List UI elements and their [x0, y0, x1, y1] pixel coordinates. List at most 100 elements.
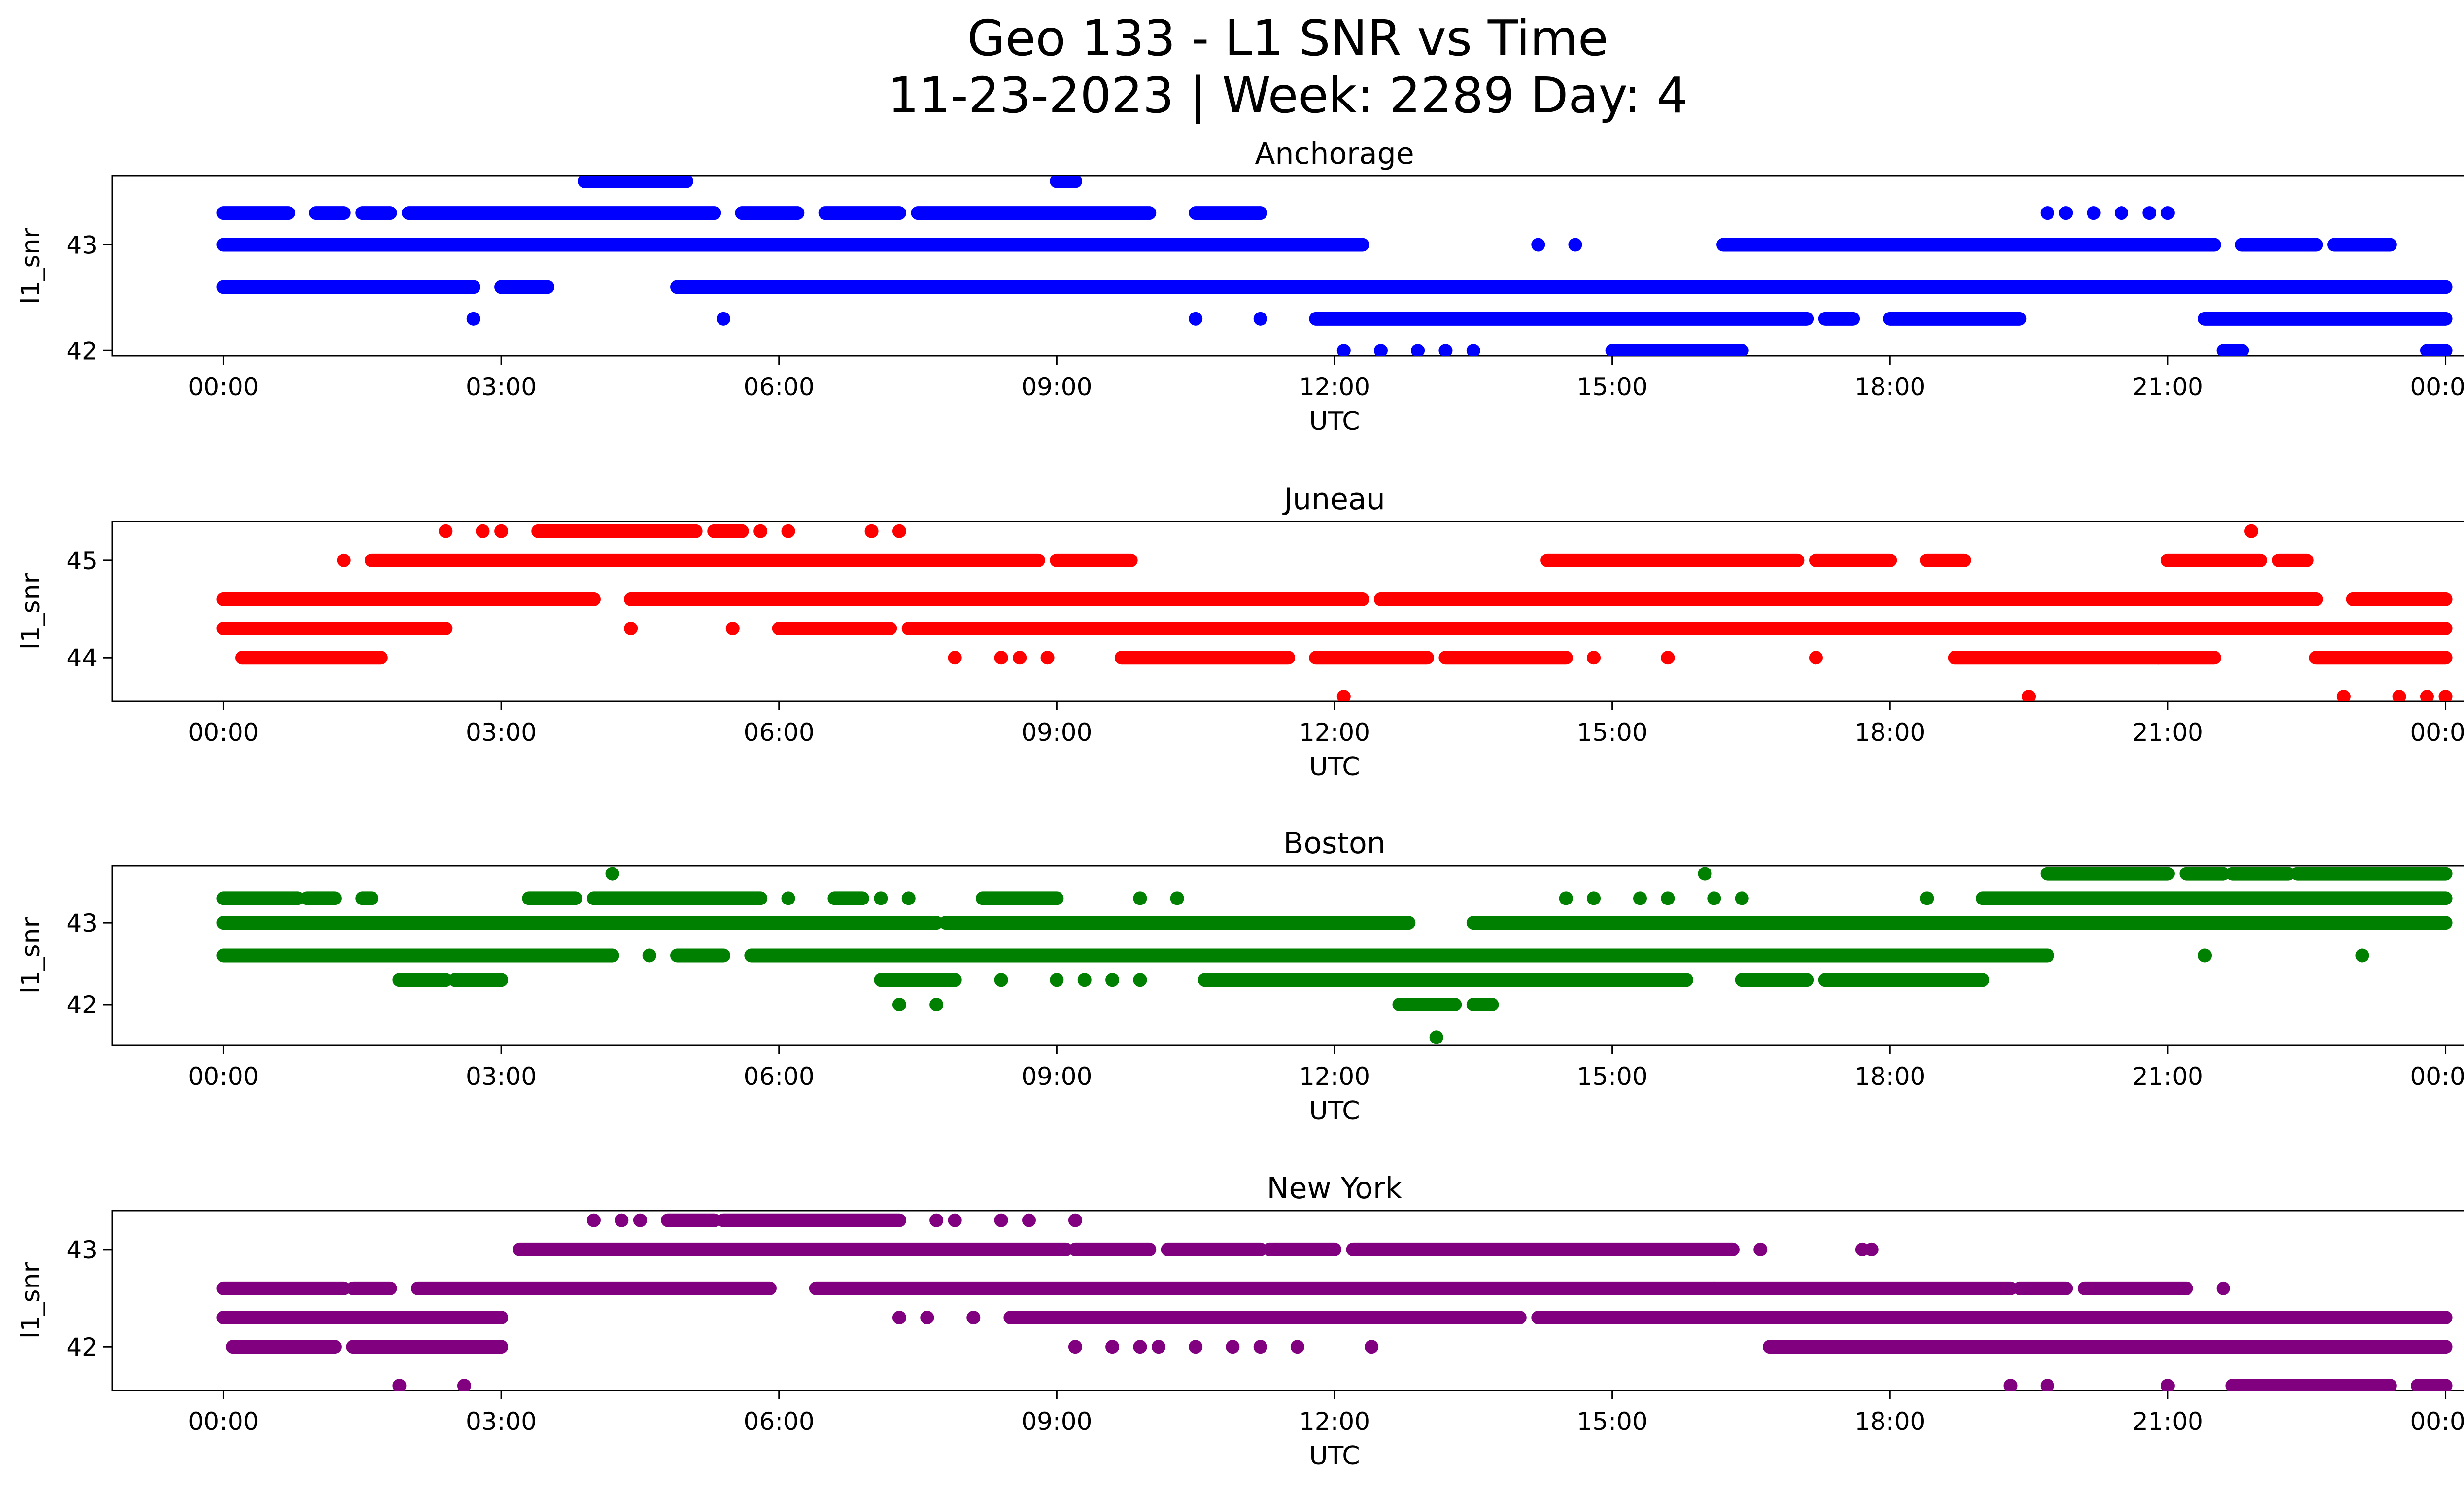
data-point	[2420, 690, 2434, 701]
x-tick-label: 06:00	[744, 373, 815, 401]
subplot-3: New York 00:00 03:00 06:00 09:00 12:00 15:00 18…	[16, 1171, 2464, 1471]
plot-area	[111, 175, 2464, 357]
data-point	[466, 312, 480, 326]
x-tick-label: 06:00	[744, 1062, 815, 1091]
x-tick-label: 15:00	[1577, 373, 1648, 401]
data-point	[1170, 891, 1184, 905]
data-point	[929, 998, 944, 1012]
data-point	[1050, 973, 1064, 987]
data-point	[2438, 690, 2453, 701]
data-point	[901, 891, 916, 905]
data-point	[1438, 344, 1453, 356]
y-tick-label: 42	[66, 337, 98, 365]
y-axis-label: l1_snr	[16, 227, 46, 304]
data-point	[1568, 238, 1582, 252]
data-point	[781, 524, 795, 538]
data-point	[2198, 948, 2212, 963]
data-point	[1466, 344, 1480, 356]
x-tick-label: 12:00	[1299, 1062, 1370, 1091]
data-point	[920, 1311, 934, 1325]
data-point	[586, 1213, 601, 1227]
data-point	[476, 524, 490, 538]
data-point	[966, 1311, 981, 1325]
data-point	[1253, 312, 1267, 326]
data-point	[2003, 1379, 2018, 1391]
data-point	[717, 312, 730, 326]
data-point	[605, 867, 619, 881]
data-point	[1290, 1340, 1304, 1354]
x-axis-label: UTC	[1309, 1441, 1360, 1471]
subplot-2: Boston 00:00 03:00 06:00 09:00 12:00 15:00 18:0…	[16, 826, 2464, 1126]
x-tick-label: 00:00	[2410, 1062, 2464, 1091]
x-tick-label: 18:00	[1854, 718, 1925, 747]
data-point	[1365, 1340, 1379, 1354]
y-axis-label: l1_snr	[16, 573, 46, 650]
data-point	[2087, 206, 2101, 220]
x-axis-label: UTC	[1309, 752, 1360, 782]
y-tick-label: 43	[66, 231, 98, 260]
data-point	[1920, 891, 1934, 905]
x-axis-label: UTC	[1309, 1096, 1360, 1126]
x-tick-label: 21:00	[2132, 373, 2203, 401]
data-point	[1429, 1030, 1443, 1044]
data-point	[1336, 344, 1351, 356]
x-tick-label: 00:00	[188, 718, 259, 747]
data-point	[1253, 1340, 1267, 1354]
data-marks	[216, 524, 2453, 701]
data-point	[2022, 690, 2036, 701]
y-tick-label: 42	[66, 991, 98, 1019]
data-point	[994, 973, 1008, 987]
data-point	[1864, 1242, 1879, 1256]
x-tick-label: 12:00	[1299, 718, 1370, 747]
data-point	[994, 1213, 1008, 1227]
data-point	[642, 948, 656, 963]
x-tick-label: 03:00	[466, 1062, 537, 1091]
data-point	[1411, 344, 1425, 356]
data-point	[753, 524, 768, 538]
subplot-title: New York	[1267, 1171, 1403, 1206]
data-point	[457, 1379, 471, 1391]
x-tick-label: 06:00	[744, 718, 815, 747]
data-point	[864, 524, 879, 538]
y-tick-label: 44	[66, 644, 98, 672]
data-point	[1707, 1281, 1721, 1295]
data-point	[1068, 1213, 1082, 1227]
data-point	[1735, 891, 1749, 905]
data-point	[2059, 206, 2073, 220]
x-tick-label: 09:00	[1021, 718, 1092, 747]
plot-area	[111, 521, 2464, 702]
data-point	[2142, 206, 2156, 220]
data-point	[439, 524, 453, 538]
x-tick-label: 15:00	[1577, 1407, 1648, 1436]
data-point	[494, 524, 509, 538]
x-tick-label: 21:00	[2132, 1062, 2203, 1091]
data-point	[874, 891, 888, 905]
data-marks	[216, 1213, 2453, 1391]
data-point	[633, 1213, 647, 1227]
data-point	[948, 1213, 962, 1227]
data-point	[2355, 948, 2369, 963]
x-tick-label: 03:00	[466, 373, 537, 401]
data-point	[892, 998, 906, 1012]
x-tick-label: 15:00	[1577, 1062, 1648, 1091]
x-tick-label: 21:00	[2132, 1407, 2203, 1436]
data-point	[1040, 651, 1055, 665]
subplot-title: Boston	[1283, 826, 1385, 861]
x-tick-label: 12:00	[1299, 1407, 1370, 1436]
data-point	[1133, 891, 1147, 905]
data-point	[1661, 651, 1675, 665]
data-point	[2040, 206, 2054, 220]
data-point	[1373, 344, 1388, 356]
data-point	[1189, 312, 1203, 326]
data-point	[1633, 891, 1647, 905]
x-tick-label: 15:00	[1577, 718, 1648, 747]
x-tick-label: 00:00	[188, 373, 259, 401]
data-point	[2392, 690, 2406, 701]
data-point	[892, 524, 906, 538]
data-point	[1753, 1242, 1768, 1256]
data-point	[1698, 867, 1712, 881]
data-marks	[216, 176, 2453, 356]
data-point	[392, 1379, 407, 1391]
figure-title-block: Geo 133 - L1 SNR vs Time 11-23-2023 | We…	[0, 10, 2464, 124]
